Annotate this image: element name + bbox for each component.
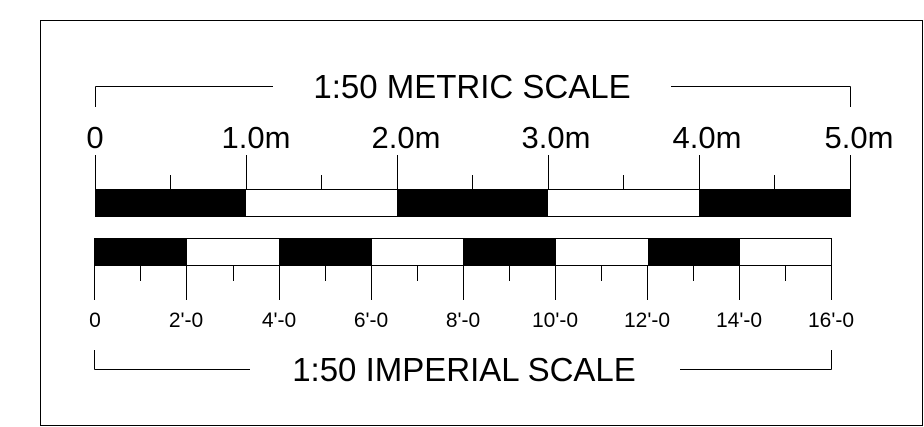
imperial-segment-dark [279,238,372,266]
metric-label-0: 0 [86,120,103,155]
imperial-segment-dark [463,238,556,266]
imperial-label-8ft: 8'-0 [446,309,480,332]
metric-label-5m: 5.0m [825,120,894,155]
imperial-label-6ft: 6'-0 [354,309,388,332]
metric-segment-dark [397,189,548,217]
metric-scale-bar [95,189,851,217]
metric-label-3m: 3.0m [522,120,591,155]
metric-segment-dark [699,189,851,217]
imperial-label-12ft: 12'-0 [624,309,670,332]
metric-label-4m: 4.0m [673,120,742,155]
metric-ticks [95,155,851,189]
imperial-ticks [94,266,832,300]
metric-title-bracket [95,86,851,107]
metric-labels: 0 1.0m 2.0m 3.0m 4.0m 5.0m [86,120,893,155]
metric-label-1m: 1.0m [222,120,291,155]
diagram-frame [40,20,923,426]
imperial-label-14ft: 14'-0 [716,309,762,332]
imperial-segment-dark [648,238,740,266]
imperial-label-16ft: 16'-0 [808,309,854,332]
metric-segment-dark [95,189,246,217]
imperial-scale-bar [94,238,832,266]
imperial-segment-dark [94,238,187,266]
imperial-label-0: 0 [89,309,101,332]
imperial-label-2ft: 2'-0 [169,309,203,332]
imperial-scale-title: 1:50 IMPERIAL SCALE [292,351,636,388]
imperial-title-bracket [94,350,832,370]
imperial-labels: 0 2'-0 4'-0 6'-0 8'-0 10'-0 12'-0 14'-0 … [89,309,854,332]
metric-label-2m: 2.0m [372,120,441,155]
imperial-label-10ft: 10'-0 [532,309,578,332]
imperial-label-4ft: 4'-0 [262,309,296,332]
metric-scale-title: 1:50 METRIC SCALE [313,68,630,105]
